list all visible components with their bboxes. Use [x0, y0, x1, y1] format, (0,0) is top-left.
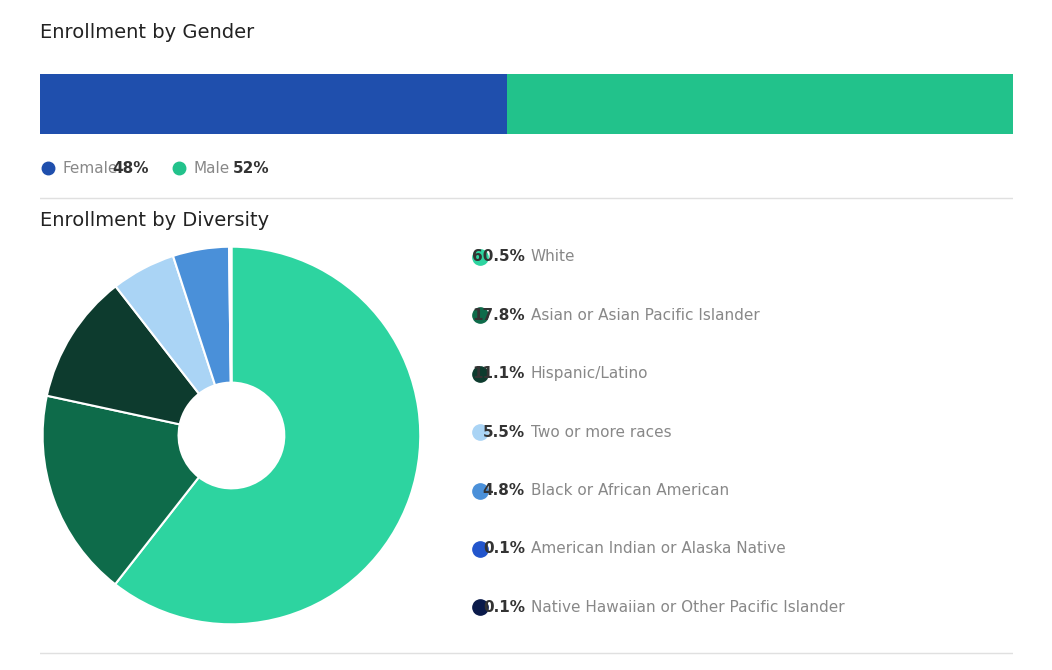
Text: 0.1%: 0.1%	[483, 541, 525, 556]
Text: Two or more races: Two or more races	[530, 425, 671, 440]
Wedge shape	[43, 396, 199, 584]
Bar	[40, 74, 507, 134]
Text: 48%: 48%	[113, 161, 149, 176]
Bar	[507, 74, 1013, 134]
Wedge shape	[229, 247, 231, 383]
Wedge shape	[115, 247, 420, 624]
Text: Black or African American: Black or African American	[530, 483, 729, 498]
Text: Enrollment by Gender: Enrollment by Gender	[40, 23, 255, 42]
Text: Enrollment by Diversity: Enrollment by Diversity	[40, 211, 269, 230]
Text: Female: Female	[62, 161, 118, 176]
Text: White: White	[530, 249, 575, 265]
Text: 11.1%: 11.1%	[472, 366, 525, 381]
Text: Hispanic/Latino: Hispanic/Latino	[530, 366, 648, 381]
Text: 0.1%: 0.1%	[483, 600, 525, 615]
Wedge shape	[230, 247, 231, 383]
Wedge shape	[116, 256, 215, 394]
Text: Asian or Asian Pacific Islander: Asian or Asian Pacific Islander	[530, 308, 760, 323]
Text: 5.5%: 5.5%	[483, 425, 525, 440]
Text: 4.8%: 4.8%	[483, 483, 525, 498]
Text: Native Hawaiian or Other Pacific Islander: Native Hawaiian or Other Pacific Islande…	[530, 600, 844, 615]
Wedge shape	[47, 286, 199, 424]
Text: Male: Male	[194, 161, 229, 176]
Text: 52%: 52%	[232, 161, 269, 176]
Text: 17.8%: 17.8%	[472, 308, 525, 323]
Wedge shape	[173, 247, 230, 385]
Text: American Indian or Alaska Native: American Indian or Alaska Native	[530, 541, 786, 556]
Text: 60.5%: 60.5%	[472, 249, 525, 265]
